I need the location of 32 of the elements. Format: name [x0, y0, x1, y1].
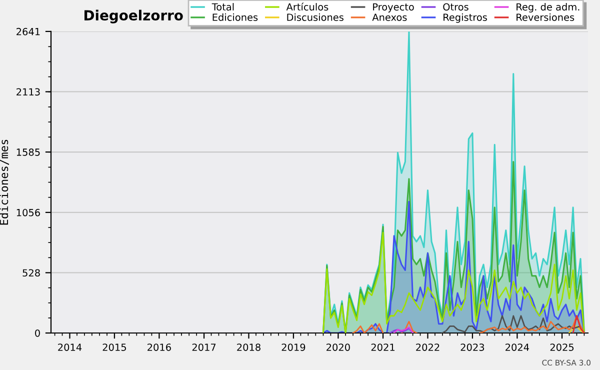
y-tick-label: 1056 — [16, 208, 40, 216]
x-tick-label: 2016 — [148, 344, 171, 351]
legend-label: Anexos — [372, 14, 407, 21]
x-tick-label: 2019 — [282, 344, 306, 351]
legend-label: Artículos — [286, 2, 328, 11]
x-tick-label: 2020 — [326, 344, 350, 351]
legend-label: Discusiones — [287, 13, 344, 21]
legend-label: Proyecto — [373, 3, 414, 12]
line-series — [322, 232, 585, 333]
x-tick-label: 2017 — [192, 344, 216, 351]
legend-label: Reg. de adm. — [516, 3, 580, 12]
y-tick-label: 2113 — [16, 88, 40, 96]
x-tick-label: 2023 — [460, 344, 484, 351]
y-tick-label: 2641 — [16, 28, 40, 36]
y-tick-label: 0 — [35, 329, 40, 337]
legend-label: Total — [212, 3, 234, 11]
legend-label: Registros — [444, 13, 487, 23]
x-tick-label: 2015 — [102, 344, 126, 351]
x-tick-label: 2021 — [371, 344, 394, 351]
y-axis-title: Ediciones/mes — [0, 140, 10, 225]
y-tick-label: 1585 — [16, 148, 40, 156]
x-tick-label: 2014 — [58, 344, 82, 351]
line-series — [568, 325, 585, 333]
legend-label: Reversiones — [516, 13, 574, 21]
chart-title: Diegoelzorro — [84, 10, 183, 24]
legend-label: Otros — [443, 3, 468, 11]
x-tick-label: 2018 — [237, 344, 260, 351]
y-tick-label: 528 — [22, 269, 40, 277]
x-tick-label: 2024 — [506, 344, 530, 351]
x-tick-label: 2025 — [550, 344, 574, 351]
legend-label: Ediciones — [212, 13, 258, 21]
x-tick-label: 2022 — [416, 344, 440, 351]
